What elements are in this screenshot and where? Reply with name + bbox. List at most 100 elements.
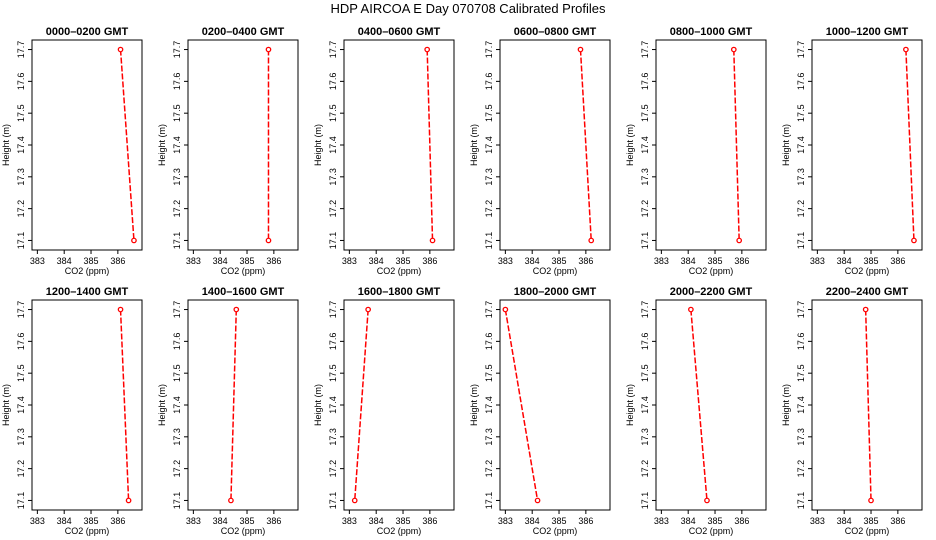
data-point: [862, 306, 869, 313]
y-tick-label: 17.2: [328, 460, 338, 478]
y-tick-label: 17.1: [16, 492, 26, 510]
x-tick-label: 386: [890, 516, 905, 526]
page-title: HDP AIRCOA E Day 070708 Calibrated Profi…: [330, 1, 606, 16]
plot-frame: [655, 39, 767, 251]
data-point: [903, 46, 909, 53]
x-tick-label: 383: [654, 256, 669, 266]
y-tick-label: 17.5: [484, 364, 494, 382]
x-axis-label: CO2 (ppm): [533, 266, 578, 276]
plot-frame: [343, 299, 455, 511]
x-axis-label: CO2 (ppm): [533, 526, 578, 536]
panel-title: 1000–1200 GMT: [826, 26, 909, 38]
x-tick-label: 383: [30, 256, 45, 266]
y-tick-label: 17.1: [172, 492, 182, 510]
data-point: [117, 46, 124, 53]
y-tick-label: 17.4: [172, 396, 182, 414]
x-tick-label: 383: [342, 256, 357, 266]
y-axis-label: Height (m): [313, 124, 323, 166]
data-point: [502, 306, 509, 313]
y-tick-label: 17.5: [796, 104, 806, 122]
y-tick-label: 17.6: [16, 73, 26, 91]
y-tick-label: 17.2: [328, 200, 338, 218]
x-axis-label: CO2 (ppm): [65, 266, 110, 276]
y-tick-label: 17.5: [172, 364, 182, 382]
x-tick-label: 384: [525, 516, 540, 526]
y-tick-label: 17.7: [484, 41, 494, 59]
data-point: [117, 306, 124, 313]
y-tick-label: 17.4: [172, 136, 182, 154]
x-tick-label: 383: [810, 256, 825, 266]
y-tick-label: 17.7: [328, 41, 338, 59]
x-tick-label: 383: [498, 256, 513, 266]
plot-frame: [499, 39, 611, 251]
x-tick-label: 384: [681, 516, 696, 526]
y-tick-label: 17.4: [328, 136, 338, 154]
x-tick-label: 383: [498, 516, 513, 526]
data-point: [131, 237, 137, 244]
data-point: [868, 497, 874, 504]
y-tick-label: 17.7: [172, 41, 182, 59]
data-point: [233, 306, 240, 313]
y-tick-label: 17.2: [640, 460, 650, 478]
x-tick-label: 383: [342, 516, 357, 526]
y-tick-label: 17.3: [328, 428, 338, 446]
y-tick-label: 17.6: [328, 333, 338, 351]
x-axis-label: CO2 (ppm): [689, 266, 734, 276]
data-point: [125, 497, 132, 504]
y-tick-label: 17.3: [484, 428, 494, 446]
panel-title: 0000–0200 GMT: [46, 26, 129, 38]
y-tick-label: 17.1: [640, 232, 650, 250]
y-tick-label: 17.3: [640, 428, 650, 446]
panel-title: 0800–1000 GMT: [670, 26, 753, 38]
y-tick-label: 17.6: [172, 73, 182, 91]
profile-line: [905, 49, 915, 241]
plot-frame: [31, 39, 143, 251]
data-point: [730, 46, 737, 53]
y-tick-label: 17.7: [796, 41, 806, 59]
profile-line: [426, 49, 434, 241]
x-tick-label: 385: [396, 516, 411, 526]
x-tick-label: 385: [240, 516, 255, 526]
y-tick-label: 17.1: [484, 232, 494, 250]
y-tick-label: 17.6: [796, 73, 806, 91]
y-tick-label: 17.3: [16, 168, 26, 186]
x-tick-label: 385: [864, 256, 879, 266]
y-tick-label: 17.5: [328, 104, 338, 122]
x-tick-label: 385: [240, 256, 255, 266]
x-tick-label: 386: [734, 516, 749, 526]
y-tick-label: 17.5: [16, 104, 26, 122]
x-tick-label: 386: [578, 256, 593, 266]
y-tick-label: 17.7: [640, 301, 650, 319]
y-tick-label: 17.3: [796, 168, 806, 186]
y-tick-label: 17.4: [484, 396, 494, 414]
profile-line: [864, 309, 872, 501]
y-tick-label: 17.4: [796, 396, 806, 414]
y-tick-label: 17.7: [16, 41, 26, 59]
y-tick-label: 17.2: [796, 460, 806, 478]
x-tick-label: 386: [890, 256, 905, 266]
y-tick-label: 17.6: [16, 333, 26, 351]
profile-line: [119, 309, 130, 501]
y-axis-label: Height (m): [469, 124, 479, 166]
data-point: [736, 237, 743, 244]
x-tick-label: 385: [552, 256, 567, 266]
data-point: [351, 497, 358, 504]
y-tick-label: 17.2: [172, 460, 182, 478]
plot-frame: [187, 299, 299, 511]
y-tick-label: 17.7: [16, 301, 26, 319]
x-tick-label: 386: [578, 516, 593, 526]
x-axis-label: CO2 (ppm): [65, 526, 110, 536]
x-tick-label: 383: [810, 516, 825, 526]
profile-line: [504, 309, 539, 501]
data-point: [911, 237, 917, 244]
y-tick-label: 17.6: [640, 73, 650, 91]
y-tick-label: 17.1: [796, 492, 806, 510]
profile-line: [579, 49, 592, 241]
y-tick-label: 17.7: [640, 41, 650, 59]
